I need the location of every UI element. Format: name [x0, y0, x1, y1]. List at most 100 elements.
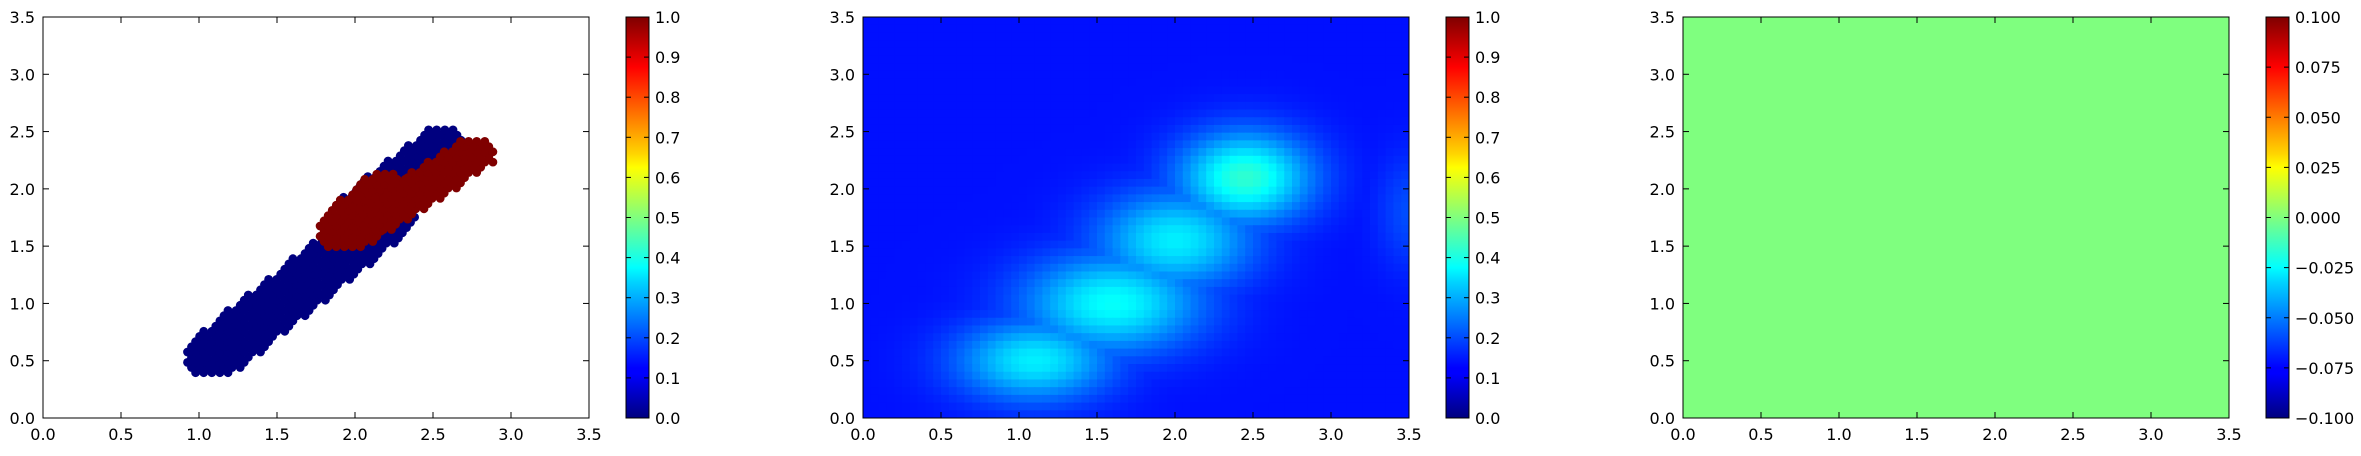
x-tick-label: 2.5 — [2060, 425, 2085, 444]
heatmap-cell — [925, 371, 934, 381]
heatmap-cell — [1050, 109, 1059, 118]
heatmap-cell — [1393, 340, 1402, 350]
heatmap-cell — [1237, 148, 1246, 157]
heatmap-cell — [878, 379, 887, 388]
heatmap-cell — [1011, 310, 1020, 319]
heatmap-cell — [1011, 410, 1020, 418]
heatmap-cell — [987, 47, 997, 57]
heatmap-cell — [1182, 155, 1192, 165]
heatmap-cell — [987, 310, 997, 319]
heatmap-cell — [956, 202, 965, 211]
heatmap-cell — [878, 178, 887, 188]
heatmap-cell — [933, 232, 942, 242]
heatmap-cell — [1081, 340, 1090, 350]
heatmap-cell — [1097, 371, 1106, 381]
heatmap-cell — [1253, 32, 1262, 41]
heatmap-cell — [941, 178, 950, 188]
heatmap-cell — [1097, 379, 1106, 388]
heatmap-cell — [1003, 333, 1012, 342]
heatmap-cell — [1370, 317, 1379, 327]
heatmap-cell — [956, 178, 965, 188]
heatmap-cell — [1112, 364, 1121, 373]
heatmap-cell — [1370, 356, 1379, 365]
heatmap-cell — [925, 163, 934, 172]
heatmap-cell — [1346, 294, 1355, 303]
heatmap-cell — [1136, 202, 1145, 211]
heatmap-cell — [1081, 155, 1090, 165]
heatmap-cell — [956, 109, 965, 118]
heatmap-cell — [964, 209, 973, 219]
heatmap-cell — [995, 279, 1004, 288]
heatmap-cell — [1011, 148, 1020, 157]
heatmap-cell — [1034, 232, 1043, 242]
heatmap-cell — [1253, 310, 1262, 319]
heatmap-cell — [1159, 371, 1168, 381]
heatmap-cell — [948, 371, 958, 381]
heatmap-cell — [933, 78, 942, 87]
heatmap-cell — [1362, 148, 1371, 157]
heatmap-cell — [1260, 333, 1270, 342]
heatmap-cell — [1182, 63, 1192, 72]
heatmap-cell — [863, 47, 872, 57]
heatmap-cell — [1307, 410, 1316, 418]
heatmap-cell — [1338, 17, 1348, 26]
heatmap-cell — [1175, 325, 1184, 334]
heatmap-cell — [1026, 371, 1036, 381]
heatmap-cell — [1346, 17, 1355, 26]
heatmap-cell — [980, 47, 989, 57]
heatmap-cell — [980, 317, 989, 327]
heatmap-cell — [863, 225, 872, 234]
heatmap-cell — [1065, 356, 1075, 365]
heatmap-cell — [917, 17, 926, 26]
heatmap-cell — [894, 209, 903, 219]
heatmap-cell — [863, 263, 872, 273]
heatmap-cell — [917, 47, 926, 57]
heatmap-cell — [1268, 248, 1277, 257]
heatmap-cell — [1159, 364, 1168, 373]
heatmap-cell — [948, 379, 958, 388]
heatmap-cell — [1026, 302, 1036, 311]
heatmap-cell — [1370, 132, 1379, 141]
heatmap-cell — [1143, 394, 1153, 404]
heatmap-cell — [1214, 155, 1223, 165]
heatmap-cell — [1221, 202, 1231, 211]
heatmap-cell — [1026, 348, 1036, 357]
heatmap-cell — [987, 286, 997, 296]
heatmap-cell — [1042, 86, 1051, 95]
heatmap-cell — [1214, 194, 1223, 203]
heatmap-cell — [1182, 364, 1192, 373]
heatmap-cell — [1050, 132, 1059, 141]
heatmap-cell — [1315, 117, 1324, 126]
heatmap-cell — [886, 155, 895, 165]
heatmap-cell — [1112, 279, 1121, 288]
heatmap-cell — [909, 333, 919, 342]
heatmap-cell — [1299, 217, 1309, 226]
heatmap-cell — [1268, 194, 1277, 203]
heatmap-cell — [1292, 163, 1301, 172]
heatmap-cell — [1175, 78, 1184, 87]
heatmap-cell — [1377, 310, 1387, 319]
heatmap-cell — [1401, 117, 1409, 126]
heatmap-cell — [1276, 17, 1285, 26]
heatmap-cell — [1307, 55, 1316, 64]
heatmap-cell — [987, 371, 997, 381]
heatmap-cell — [956, 209, 965, 219]
heatmap-cell — [1104, 340, 1114, 350]
heatmap-cell — [1338, 240, 1348, 249]
heatmap-cell — [1393, 356, 1402, 365]
heatmap-cell — [1042, 186, 1051, 195]
heatmap-cell — [1120, 171, 1129, 180]
heatmap-cell — [1167, 387, 1176, 396]
heatmap-cell — [1120, 40, 1129, 49]
heatmap-cell — [1182, 101, 1192, 111]
heatmap-cell — [1182, 379, 1192, 388]
heatmap-cell — [972, 101, 981, 111]
heatmap-cell — [1019, 317, 1028, 327]
heatmap-cell — [917, 387, 926, 396]
heatmap-cell — [878, 217, 887, 226]
heatmap-cell — [1245, 371, 1254, 381]
heatmap-cell — [1019, 186, 1028, 195]
heatmap-cell — [1081, 178, 1090, 188]
heatmap-cell — [1401, 371, 1409, 381]
heatmap-cell — [972, 186, 981, 195]
